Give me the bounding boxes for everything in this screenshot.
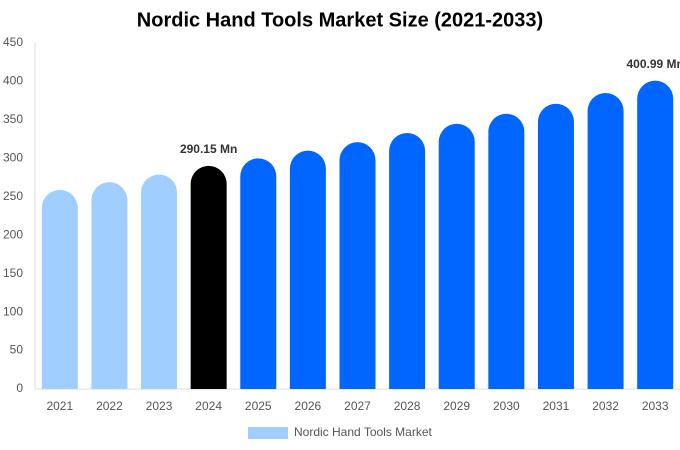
- y-tick-label: 400: [3, 74, 23, 88]
- y-tick-label: 250: [3, 189, 23, 203]
- x-tick-label: 2031: [543, 399, 570, 413]
- x-tick-label: 2029: [443, 399, 470, 413]
- bar: [41, 189, 78, 389]
- y-tick-label: 150: [3, 266, 23, 280]
- y-tick-label: 0: [16, 381, 23, 395]
- bar: [587, 92, 624, 389]
- legend-label: Nordic Hand Tools Market: [294, 425, 433, 439]
- bar: [438, 123, 475, 389]
- bar: [141, 174, 178, 389]
- bar: [637, 80, 674, 390]
- x-tick-label: 2025: [245, 399, 272, 413]
- chart-title: Nordic Hand Tools Market Size (2021-2033…: [137, 9, 543, 31]
- x-tick-label: 2028: [394, 399, 421, 413]
- y-tick-label: 300: [3, 151, 23, 165]
- y-tick-label: 350: [3, 112, 23, 126]
- x-tick-label: 2032: [592, 399, 619, 413]
- x-tick-label: 2027: [344, 399, 371, 413]
- x-tick-label: 2033: [642, 399, 669, 413]
- bar: [289, 150, 326, 389]
- value-label: 290.15 Mn: [180, 142, 237, 156]
- y-tick-label: 200: [3, 227, 23, 241]
- x-tick-label: 2030: [493, 399, 520, 413]
- bar: [339, 142, 376, 389]
- x-tick-label: 2024: [195, 399, 222, 413]
- bar: [240, 158, 277, 389]
- bar: [537, 103, 574, 390]
- x-tick-label: 2026: [295, 399, 322, 413]
- y-tick-label: 50: [10, 343, 24, 357]
- x-tick-label: 2021: [46, 399, 73, 413]
- value-label: 400.99 Mn: [627, 57, 680, 71]
- y-tick-label: 100: [3, 304, 23, 318]
- x-tick-label: 2023: [146, 399, 173, 413]
- bar: [91, 182, 128, 389]
- legend-swatch: [248, 427, 288, 439]
- bar: [389, 132, 426, 389]
- y-tick-label: 450: [3, 35, 23, 49]
- x-tick-label: 2022: [96, 399, 123, 413]
- bar: [190, 165, 227, 389]
- bar: [488, 113, 525, 389]
